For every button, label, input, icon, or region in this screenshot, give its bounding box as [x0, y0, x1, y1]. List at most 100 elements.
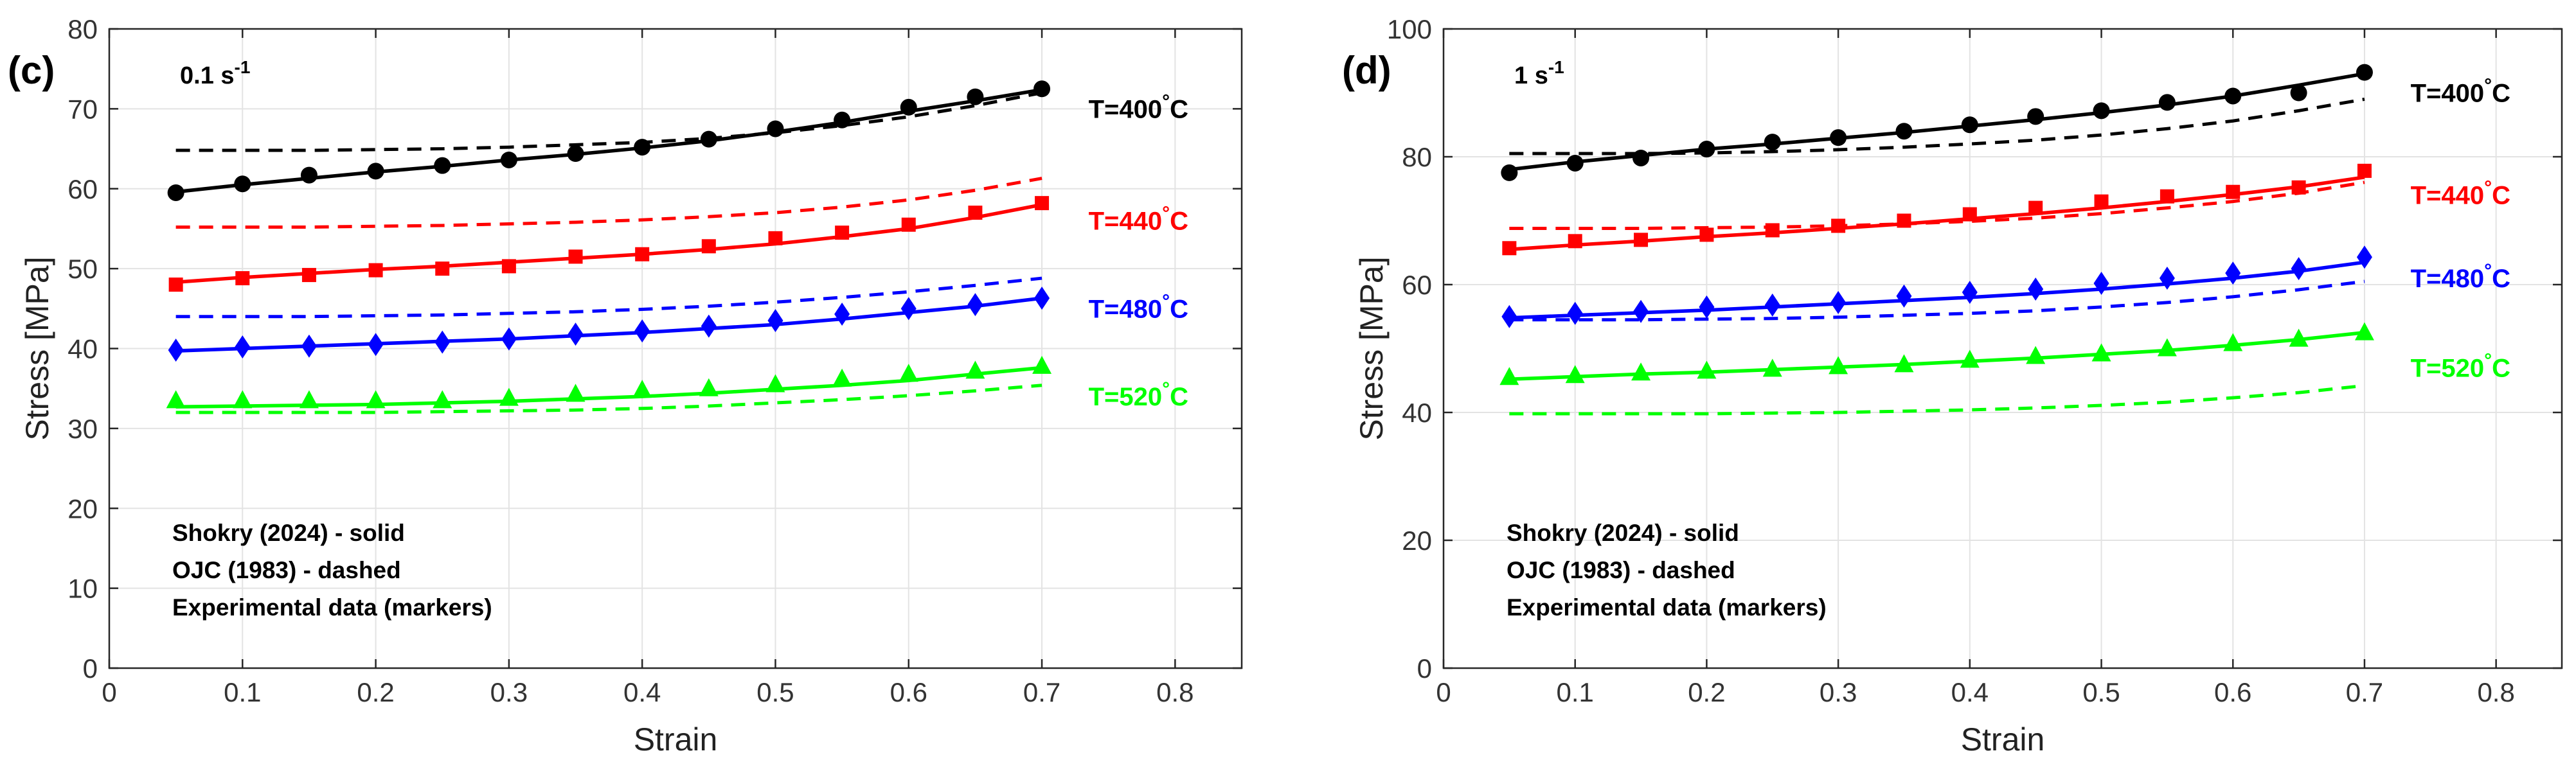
- experimental-point: [233, 390, 253, 409]
- x-tick-label: 0.5: [756, 677, 794, 707]
- ojc-dashed-line: [175, 177, 1042, 229]
- experimental-point: [1501, 305, 1517, 328]
- experimental-point: [635, 247, 650, 261]
- experimental-point: [2290, 84, 2307, 102]
- y-tick-label: 20: [67, 493, 98, 524]
- temperature-value: T=520: [1089, 383, 1163, 411]
- temperature-unit: C: [1170, 95, 1188, 123]
- experimental-point: [835, 225, 850, 240]
- experimental-point: [2027, 108, 2044, 125]
- shokry-solid-line: [175, 87, 1042, 194]
- experimental-point: [2159, 267, 2175, 290]
- experimental-point: [434, 157, 451, 174]
- strain-rate-exponent: -1: [1548, 57, 1564, 77]
- experimental-point: [1960, 349, 1980, 368]
- y-tick-label: 100: [1387, 14, 1432, 44]
- experimental-point: [166, 390, 186, 409]
- experimental-point: [500, 151, 517, 168]
- experimental-point: [1762, 358, 1782, 377]
- x-tick-label: 0: [1436, 677, 1451, 707]
- experimental-point: [701, 314, 717, 338]
- experimental-point: [567, 145, 584, 163]
- experimental-point: [1568, 234, 1582, 249]
- temperature-value: T=520: [2411, 354, 2485, 382]
- y-tick-label: 80: [67, 14, 98, 44]
- temperature-unit: C: [2492, 182, 2510, 210]
- temperature-label: T=480°C: [2411, 260, 2510, 293]
- experimental-point: [767, 120, 784, 137]
- axes-box: [1442, 28, 2563, 669]
- experimental-point: [634, 319, 650, 343]
- x-tick-label: 0.7: [2346, 677, 2383, 707]
- experimental-point: [1764, 293, 1780, 317]
- y-tick-label: 40: [67, 334, 98, 364]
- experimental-point: [368, 333, 384, 357]
- experimental-point: [167, 184, 184, 201]
- experimental-point: [2289, 328, 2309, 347]
- experimental-point: [1829, 356, 1848, 375]
- experimental-point: [2157, 338, 2177, 357]
- experimental-point: [701, 239, 716, 254]
- ojc-dashed-line: [175, 91, 1042, 152]
- shokry-solid-line: [175, 202, 1042, 285]
- experimental-point: [1894, 354, 1914, 373]
- experimental-point: [700, 130, 717, 148]
- x-tick-label: 0.8: [1156, 677, 1194, 707]
- experimental-point: [501, 259, 516, 274]
- panel-d: T=400°CT=440°CT=480°CT=520°C0 0.1 0.2 0.3 0.…: [1342, 14, 2563, 757]
- experimental-point: [1764, 134, 1781, 151]
- experimental-point: [768, 231, 783, 245]
- y-tick-label: 60: [1402, 270, 1432, 300]
- experimental-point: [1631, 362, 1651, 381]
- experimental-point: [2223, 333, 2243, 351]
- temperature-value: T=400: [2411, 80, 2485, 108]
- x-tick-label: 0.4: [623, 677, 661, 707]
- experimental-point: [2224, 87, 2242, 105]
- experimental-point: [235, 271, 250, 286]
- temperature-label: T=440°C: [1089, 203, 1188, 236]
- y-axis-label: Stress [MPa]: [19, 256, 55, 440]
- experimental-point: [1765, 223, 1780, 238]
- temperature-label: T=400°C: [2411, 75, 2510, 108]
- shokry-solid-line: [1509, 330, 2365, 382]
- experimental-point: [300, 166, 318, 184]
- temperature-value: T=440: [2411, 182, 2485, 210]
- x-axis-label: Strain: [1961, 721, 2045, 757]
- shokry-solid-line: [175, 366, 1042, 409]
- experimental-point: [2094, 194, 2109, 209]
- experimental-point: [2160, 189, 2174, 204]
- experimental-point: [1501, 164, 1518, 181]
- degree-sign: °: [2484, 177, 2492, 199]
- temperature-value: T=480: [2411, 265, 2485, 293]
- y-tick-label: 80: [1402, 142, 1432, 172]
- temperature-value: T=400: [1089, 95, 1163, 123]
- experimental-point: [1830, 290, 1847, 314]
- experimental-point: [900, 297, 917, 321]
- x-tick-label: 0.2: [1688, 677, 1725, 707]
- experimental-point: [1499, 367, 1519, 385]
- shokry-solid-line: [1509, 71, 2365, 172]
- x-tick-label: 0.1: [1557, 677, 1594, 707]
- degree-sign: °: [1162, 378, 1170, 400]
- experimental-point: [834, 303, 850, 326]
- experimental-point: [2158, 94, 2176, 111]
- experimental-point: [2226, 184, 2241, 199]
- experimental-point: [1831, 218, 1846, 233]
- experimental-point: [2093, 102, 2110, 119]
- strain-rate-base: 1 s: [1514, 62, 1548, 89]
- experimental-point: [367, 163, 384, 180]
- experimental-point: [234, 175, 251, 193]
- experimental-point: [1565, 365, 1585, 384]
- degree-sign: °: [2484, 75, 2492, 96]
- experimental-point: [967, 88, 984, 105]
- experimental-point: [1502, 241, 1517, 256]
- panel-c: T=400°CT=440°CT=480°CT=520°C0 0.1 0.2 0.3 0.…: [8, 14, 1243, 757]
- strain-rate-label: 0.1 s-1: [180, 57, 250, 89]
- experimental-point: [368, 263, 383, 278]
- y-tick-label: 10: [67, 574, 98, 604]
- experimental-point: [2093, 272, 2109, 296]
- y-tick-label: 0: [1417, 653, 1432, 684]
- x-tick-label: 0.4: [1951, 677, 1989, 707]
- temperature-unit: C: [2492, 80, 2510, 108]
